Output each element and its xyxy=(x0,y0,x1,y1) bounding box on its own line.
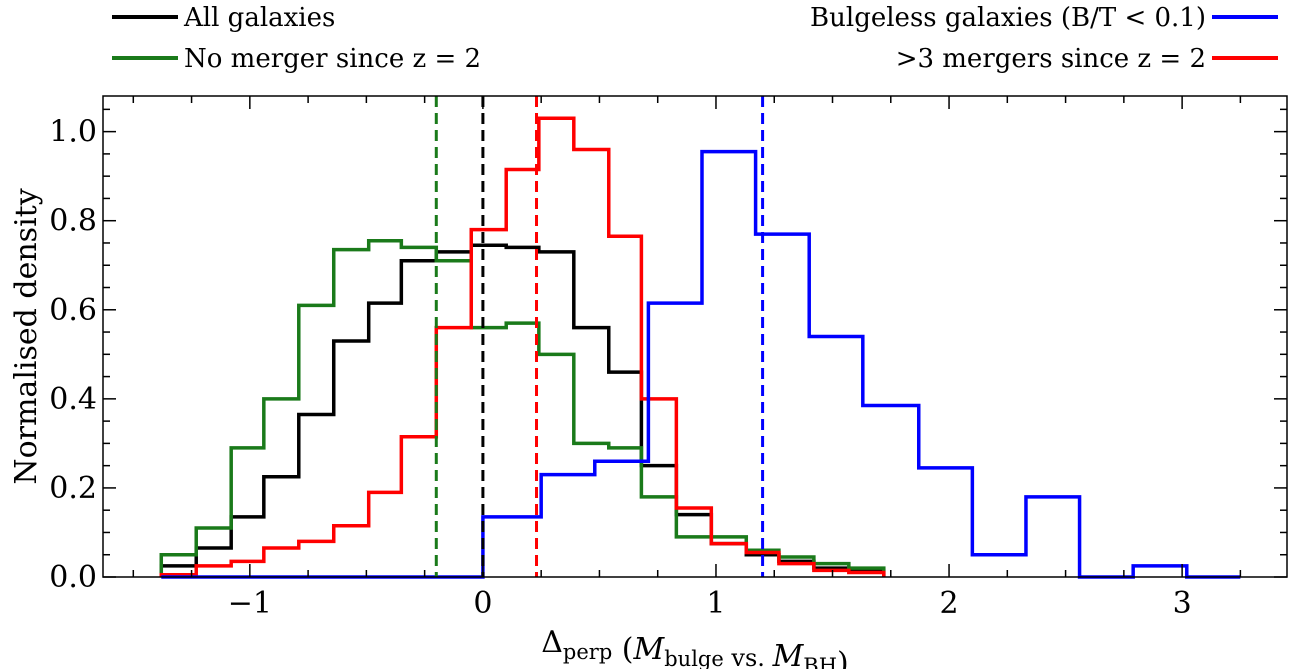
y-tick-label: 0.0 xyxy=(49,560,97,595)
legend-label-no-merger-since-z-2: No merger since z = 2 xyxy=(184,44,481,74)
axis-ticks xyxy=(103,96,1287,578)
y-tick-label: 0.8 xyxy=(49,204,97,239)
series-layer xyxy=(159,116,1241,579)
y-tick-label: 0.2 xyxy=(49,471,97,506)
x-tick-label: −1 xyxy=(228,586,272,621)
legend: All galaxies No merger since z = 2 Bulgele… xyxy=(112,3,1278,74)
histogram-no-merger-since-z-2 xyxy=(159,238,886,577)
x-tick-label: 2 xyxy=(940,586,959,621)
x-tick-label: 0 xyxy=(473,586,492,621)
y-tick-label: 0.6 xyxy=(49,293,97,328)
x-axis-label: Δperp (Mbulge vs. MBH) xyxy=(541,625,849,669)
x-tick-label: 3 xyxy=(1173,586,1192,621)
histogram-all-galaxies xyxy=(159,243,886,577)
y-tick-label: 1.0 xyxy=(49,115,97,150)
tick-labels: −1 0 1 2 3 0.0 0.2 0.4 0.6 0.8 1.0 xyxy=(49,115,1191,621)
legend-label-3-mergers-since-z-2: >3 mergers since z = 2 xyxy=(896,44,1206,74)
y-tick-label: 0.4 xyxy=(49,382,97,417)
plot-frame xyxy=(102,95,1288,578)
median-lines xyxy=(434,96,765,577)
y-axis-label: Normalised density xyxy=(9,188,44,484)
legend-label-all-galaxies: All galaxies xyxy=(183,3,335,33)
legend-label-bulgeless-galaxies-b-t-0-1: Bulgeless galaxies (B/T < 0.1) xyxy=(810,3,1206,33)
x-tick-label: 1 xyxy=(706,586,725,621)
histogram-3-mergers-since-z-2 xyxy=(159,116,886,577)
